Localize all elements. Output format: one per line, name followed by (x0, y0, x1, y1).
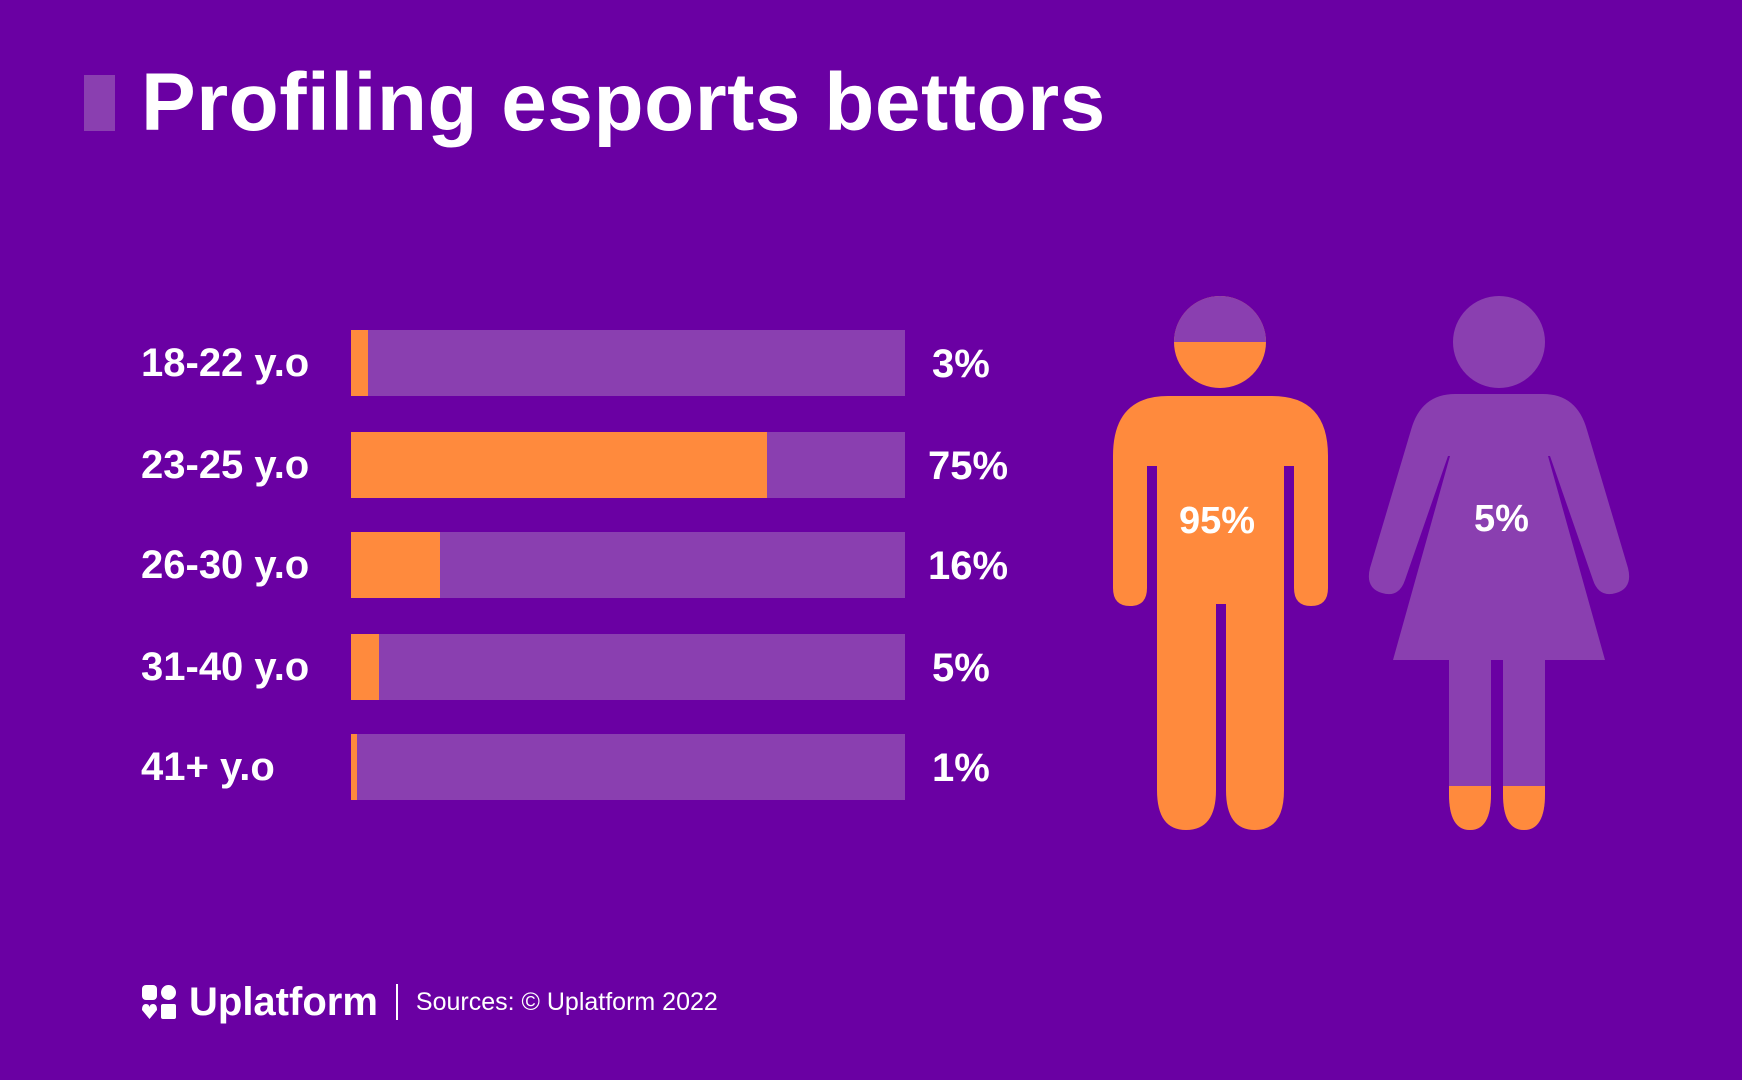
female-figure-icon (1368, 296, 1630, 830)
bar-fill (351, 734, 357, 800)
bar-fill (351, 634, 379, 700)
bar-value-label: 1% (932, 746, 990, 790)
bar-track (351, 330, 905, 396)
bar-value-label: 75% (928, 444, 1009, 488)
bar-fill (351, 532, 440, 598)
page-title: Profiling esports bettors (141, 57, 1106, 148)
age-category-label: 41+ y.o (141, 745, 275, 789)
bar-track (351, 432, 905, 498)
bar-track (351, 634, 905, 700)
bar-value-label: 5% (932, 646, 990, 690)
bar-track (351, 734, 905, 800)
footer: Uplatform Sources: © Uplatform 2022 (141, 980, 718, 1024)
brand-name: Uplatform (189, 980, 378, 1024)
bar-value-label: 16% (928, 544, 1009, 588)
bar-fill (351, 330, 368, 396)
uplatform-logo-icon (142, 985, 176, 1019)
bar-fill (351, 432, 767, 498)
age-category-label: 26-30 y.o (141, 543, 310, 587)
title-row: Profiling esports bettors (84, 48, 1106, 158)
bar-track (351, 532, 905, 598)
male-percent-label: 95% (1179, 500, 1256, 542)
source-credit: Sources: © Uplatform 2022 (415, 987, 718, 1016)
gender-pictogram: 95% 5% (1100, 290, 1660, 850)
female-percent-label: 5% (1474, 498, 1529, 540)
bar-value-label: 3% (932, 342, 990, 386)
male-figure-icon (1113, 296, 1328, 830)
title-accent-bar (84, 75, 115, 131)
age-category-label: 18-22 y.o (141, 341, 310, 385)
gender-figures-svg (1113, 296, 1630, 830)
age-category-label: 31-40 y.o (141, 645, 310, 689)
footer-divider (395, 984, 398, 1020)
age-category-label: 23-25 y.o (141, 443, 310, 487)
